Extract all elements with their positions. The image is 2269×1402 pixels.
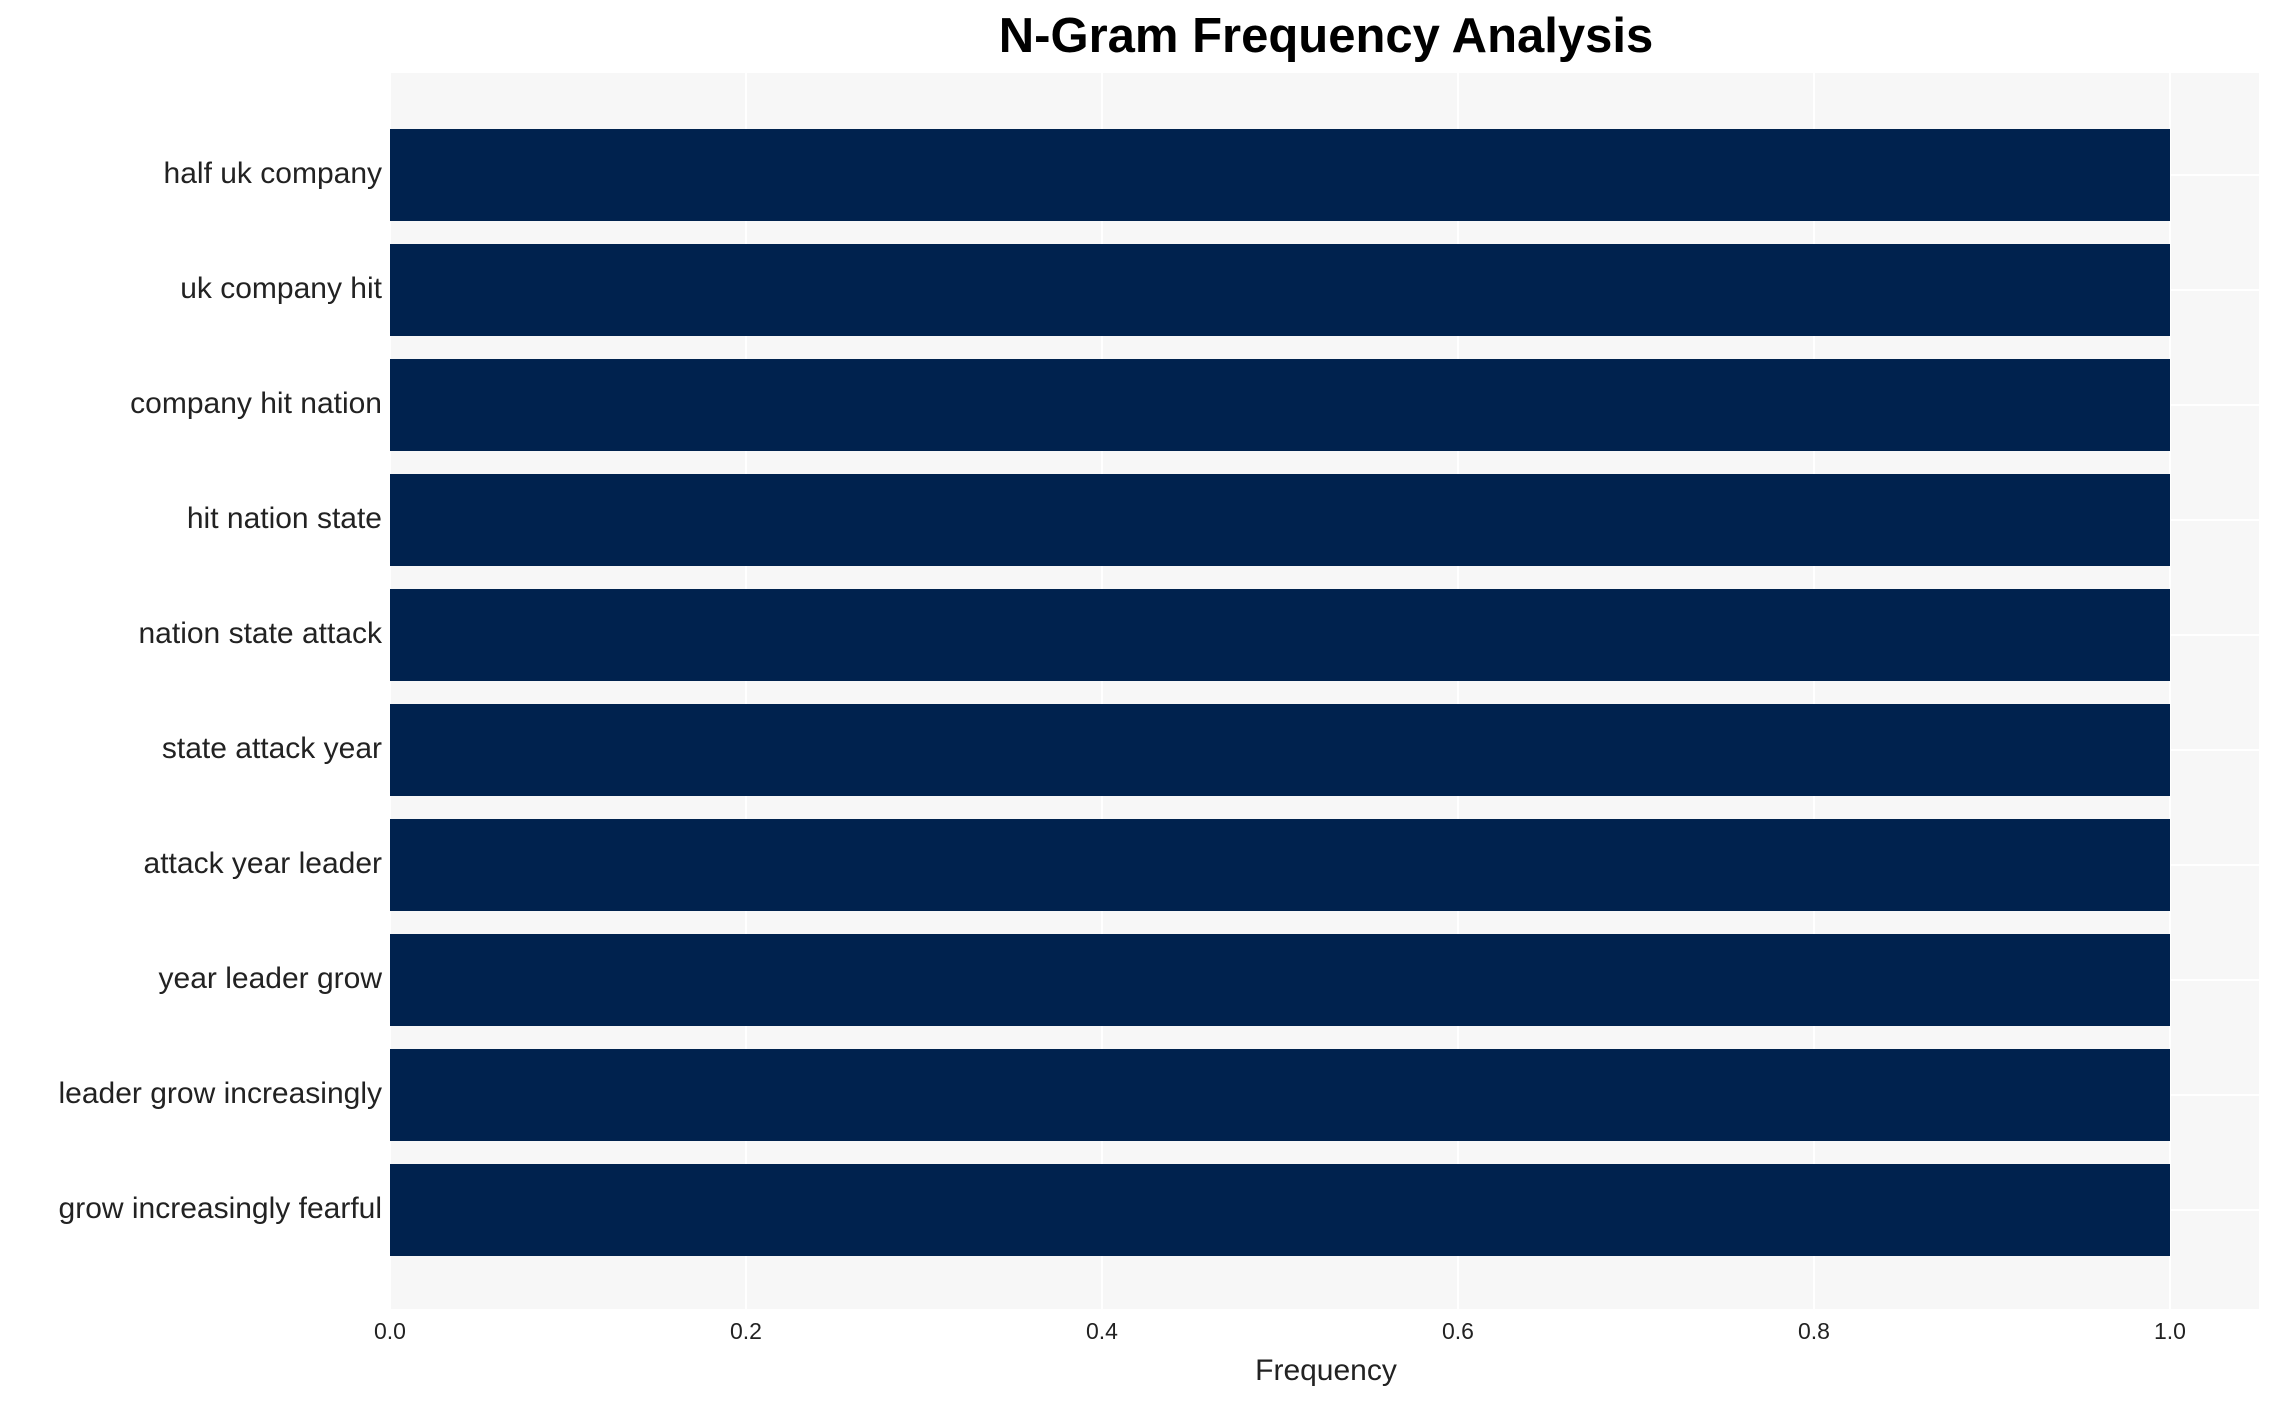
bar [390, 819, 2170, 911]
bar [390, 359, 2170, 451]
bar [390, 1049, 2170, 1141]
y-tick-label: state attack year [162, 732, 382, 765]
y-tick-label: attack year leader [144, 847, 382, 880]
y-tick-label: hit nation state [187, 502, 382, 535]
y-tick-label: nation state attack [139, 617, 383, 650]
x-tick-label: 0.2 [730, 1318, 762, 1344]
y-tick-label: year leader grow [159, 962, 383, 995]
y-tick-label: half uk company [164, 157, 382, 190]
x-tick-label: 0.8 [1798, 1318, 1830, 1344]
bar [390, 474, 2170, 566]
x-tick-label: 0.6 [1442, 1318, 1474, 1344]
x-tick-label: 0.4 [1086, 1318, 1118, 1344]
y-tick-label: company hit nation [130, 387, 382, 420]
bar [390, 244, 2170, 336]
bar [390, 934, 2170, 1026]
x-tick-label: 1.0 [2154, 1318, 2186, 1344]
x-tick-label: 0.0 [374, 1318, 406, 1344]
chart-title: N-Gram Frequency Analysis [999, 9, 1653, 63]
y-tick-label: leader grow increasingly [59, 1077, 383, 1110]
bar [390, 1164, 2170, 1256]
x-axis-label: Frequency [1255, 1354, 1397, 1387]
bar [390, 704, 2170, 796]
bar [390, 129, 2170, 221]
y-tick-label: grow increasingly fearful [59, 1192, 382, 1225]
bar [390, 589, 2170, 681]
y-tick-label: uk company hit [180, 272, 382, 305]
